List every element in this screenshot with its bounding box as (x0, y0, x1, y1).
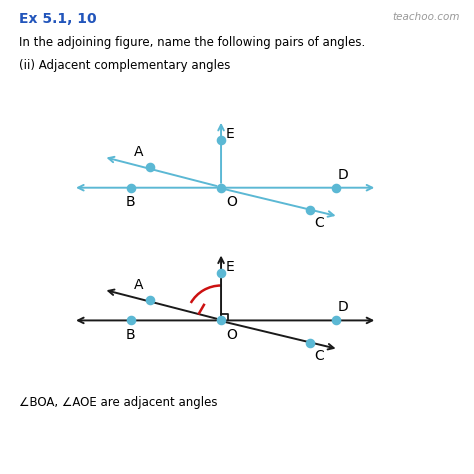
Text: C: C (314, 349, 324, 363)
Point (332, 184, 340, 191)
Text: A: A (134, 278, 144, 292)
Text: (ii) Adjacent complementary angles: (ii) Adjacent complementary angles (19, 59, 230, 72)
Point (217, 317, 225, 324)
Text: E: E (226, 128, 235, 141)
Text: O: O (226, 195, 237, 209)
Text: B: B (126, 328, 136, 342)
Text: E: E (226, 260, 235, 274)
Text: O: O (226, 328, 237, 342)
Text: Ex 5.1, 10: Ex 5.1, 10 (19, 12, 97, 26)
Text: D: D (338, 167, 349, 182)
Text: A: A (134, 145, 144, 159)
Point (217, 269, 225, 277)
Point (146, 164, 154, 171)
Text: B: B (126, 195, 136, 209)
Point (306, 339, 314, 347)
Text: C: C (314, 217, 324, 230)
Text: D: D (338, 300, 349, 314)
Point (306, 207, 314, 214)
Point (146, 296, 154, 304)
Point (217, 184, 225, 191)
Point (332, 317, 340, 324)
Point (127, 317, 135, 324)
Point (127, 184, 135, 191)
Text: ∠BOA, ∠AOE are adjacent angles: ∠BOA, ∠AOE are adjacent angles (19, 396, 218, 409)
Text: teachoo.com: teachoo.com (392, 12, 460, 22)
Text: In the adjoining figure, name the following pairs of angles.: In the adjoining figure, name the follow… (19, 36, 365, 48)
Point (217, 137, 225, 144)
